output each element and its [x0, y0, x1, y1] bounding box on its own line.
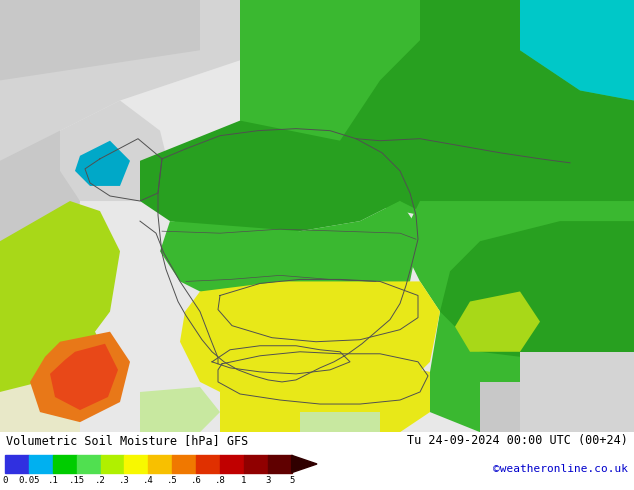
Text: 0.05: 0.05: [18, 475, 40, 485]
Bar: [268, 455, 292, 473]
Polygon shape: [0, 131, 80, 321]
Polygon shape: [0, 301, 100, 432]
Bar: [5, 455, 29, 473]
Polygon shape: [140, 121, 400, 231]
Text: .5: .5: [167, 475, 178, 485]
Bar: [196, 455, 220, 473]
Polygon shape: [0, 0, 200, 80]
Polygon shape: [220, 362, 430, 432]
Polygon shape: [60, 100, 170, 201]
Polygon shape: [50, 343, 118, 410]
Text: Volumetric Soil Moisture [hPa] GFS: Volumetric Soil Moisture [hPa] GFS: [6, 434, 249, 447]
Text: 0: 0: [3, 475, 8, 485]
Polygon shape: [0, 201, 120, 392]
Bar: [29, 455, 53, 473]
Polygon shape: [520, 352, 634, 432]
Polygon shape: [440, 221, 634, 362]
Polygon shape: [75, 141, 130, 186]
Polygon shape: [480, 382, 634, 432]
Polygon shape: [240, 0, 634, 221]
Bar: [220, 455, 244, 473]
Text: .6: .6: [191, 475, 202, 485]
Bar: [244, 455, 268, 473]
Polygon shape: [140, 387, 220, 432]
Bar: [101, 455, 124, 473]
Text: 1: 1: [241, 475, 247, 485]
Text: .3: .3: [119, 475, 130, 485]
Text: .4: .4: [143, 475, 153, 485]
Polygon shape: [160, 201, 420, 312]
Text: .1: .1: [48, 475, 58, 485]
Polygon shape: [292, 455, 317, 473]
Polygon shape: [0, 0, 240, 161]
Bar: [148, 455, 172, 473]
Polygon shape: [300, 412, 380, 432]
Polygon shape: [455, 292, 540, 352]
Text: ©weatheronline.co.uk: ©weatheronline.co.uk: [493, 464, 628, 474]
Polygon shape: [0, 80, 60, 241]
Polygon shape: [180, 281, 440, 412]
Polygon shape: [520, 0, 634, 100]
Text: 5: 5: [289, 475, 294, 485]
Bar: [77, 455, 101, 473]
Text: 3: 3: [265, 475, 271, 485]
Polygon shape: [0, 382, 80, 432]
Text: .8: .8: [215, 475, 225, 485]
Bar: [124, 455, 148, 473]
Bar: [53, 455, 77, 473]
Text: .15: .15: [68, 475, 85, 485]
Polygon shape: [340, 0, 634, 261]
Text: .2: .2: [95, 475, 106, 485]
Text: Tu 24-09-2024 00:00 UTC (00+24): Tu 24-09-2024 00:00 UTC (00+24): [407, 434, 628, 447]
Polygon shape: [400, 201, 634, 432]
Polygon shape: [30, 332, 130, 422]
Bar: [172, 455, 196, 473]
